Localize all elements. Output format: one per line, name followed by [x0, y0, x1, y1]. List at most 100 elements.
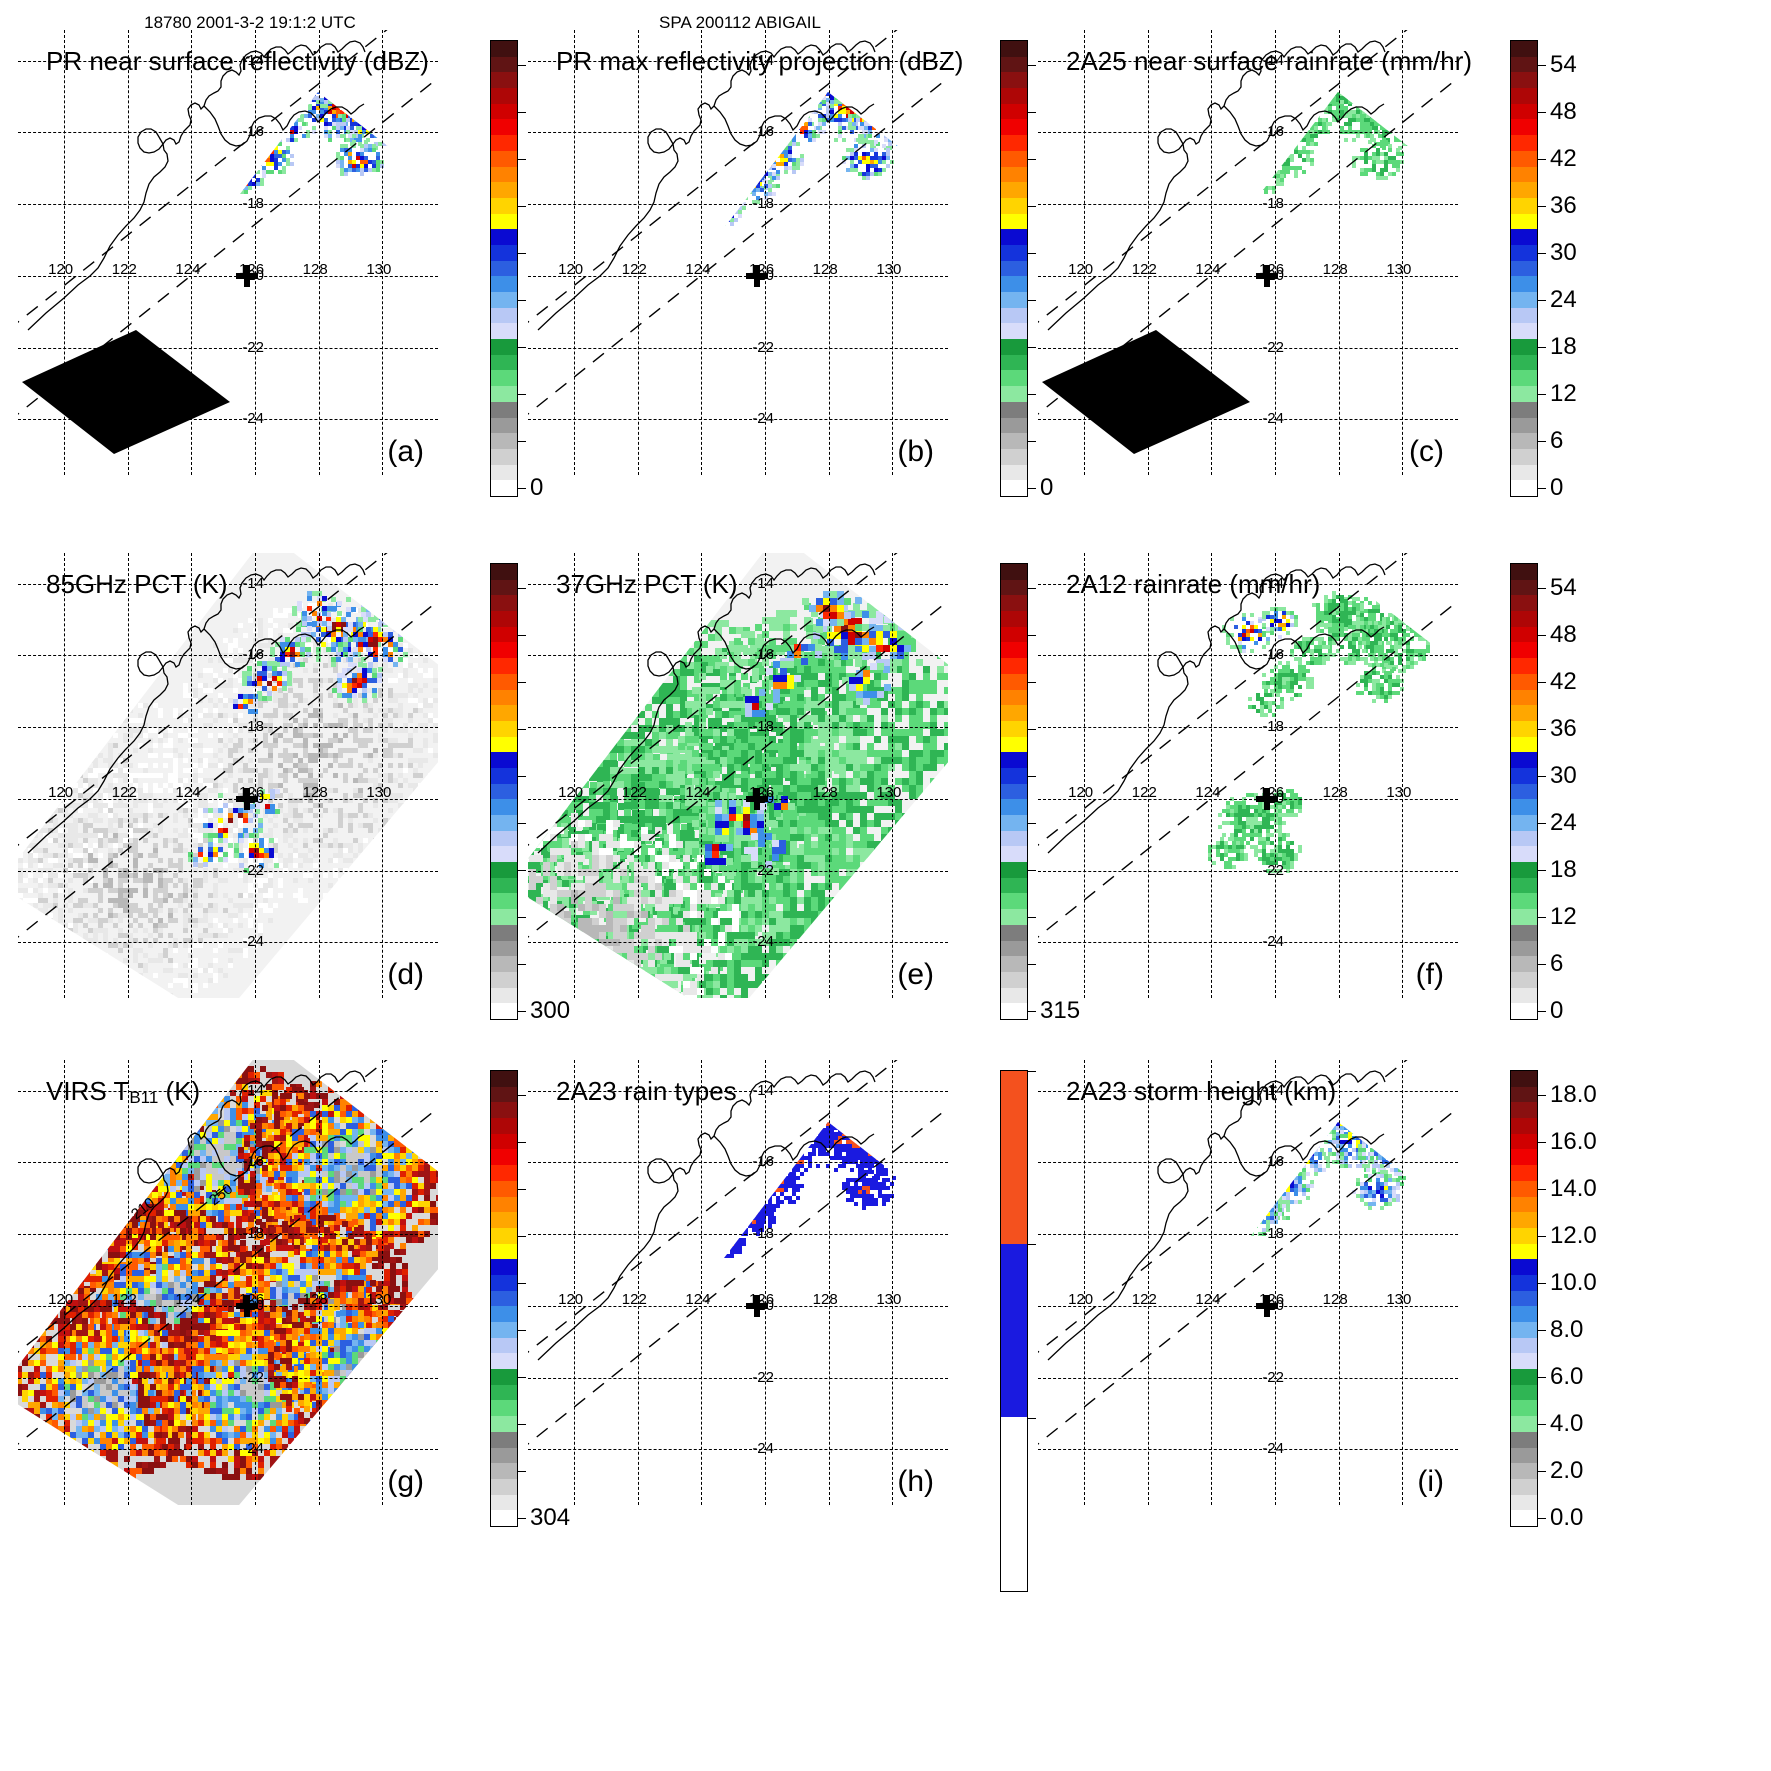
colorbar-cell [1511, 877, 1537, 894]
map-g: 210 250 120 122 124 126 128 130 -14 -16 -18 -20 -22-… [18, 1060, 438, 1505]
storm-track-a [18, 30, 438, 415]
colorbar-tick [1027, 394, 1036, 396]
colorbar-cell [1001, 370, 1027, 387]
colorbar-tick [517, 1471, 526, 1473]
colorbar-cell [1511, 1196, 1537, 1213]
colorbar-cell [1511, 135, 1537, 151]
lon-label: 130 [1386, 261, 1412, 279]
colorbar-cell [1001, 339, 1027, 355]
colorbar-cell [1511, 1447, 1537, 1464]
data-layer-a [22, 92, 411, 454]
colorbar-cell [1001, 924, 1027, 941]
lon-label: 130 [876, 1291, 902, 1309]
colorbar-cell [1001, 292, 1027, 308]
colorbar-tick [1027, 917, 1036, 919]
colorbar-tick-label: 0 [1550, 474, 1564, 502]
colorbar-tick [1537, 964, 1546, 966]
colorbar-tick-label: 0 [530, 474, 544, 502]
colorbar-cell [491, 480, 517, 496]
storm-center-marker [1256, 787, 1279, 810]
panel-letter-i: (i) [1417, 1465, 1444, 1498]
lat-label: -14 [1262, 574, 1284, 592]
colorbar-h[interactable]: ConvStratN/A [1000, 1057, 1096, 1592]
colorbar-tick-label: 6 [1550, 950, 1564, 978]
colorbar-cell [1001, 401, 1027, 418]
colorbar-tick [1537, 822, 1546, 824]
data-layer-b [706, 92, 921, 226]
colorbar-cell [1001, 182, 1027, 198]
colorbar-cell [1511, 1071, 1537, 1087]
colorbar-tick-label: 18 [1550, 855, 1577, 883]
colorbar-cell [1511, 1102, 1537, 1119]
colorbar-tick-label: 6.0 [1550, 1362, 1584, 1390]
colorbar-tick-label: 14.0 [1550, 1174, 1597, 1202]
colorbar-tick-label: 36 [1550, 191, 1577, 219]
colorbar-cell [491, 1259, 517, 1275]
colorbar-cell [491, 229, 517, 245]
lat-label: -18 [242, 195, 264, 213]
lat-label: -14 [1262, 51, 1284, 69]
map-d: 120 122 124 126 128 130 -14 -16 -18 -20 -22 -24 [18, 553, 438, 998]
colorbar-tick-label: 18 [1550, 332, 1577, 360]
lat-label: -14 [242, 51, 264, 69]
colorbar-g[interactable]: 196208220232244256268280292304 [490, 1070, 570, 1531]
colorbar-cell [1511, 182, 1537, 198]
colorbar-cell [1511, 642, 1537, 659]
colorbar-c[interactable]: 54 48 42 36 30 24 18 12 6 0 [1510, 40, 1577, 501]
panel-letter-a: (a) [387, 435, 424, 468]
colorbar-tick-label: 0.0 [1550, 1504, 1584, 1532]
colorbar-tick [1027, 1244, 1036, 1246]
colorbar-e[interactable]: 234243252261270279288297306315 [1000, 563, 1080, 1024]
colorbar-tick-label: 0 [1550, 997, 1564, 1025]
colorbar-cell [1511, 1149, 1537, 1166]
colorbar-cell [1511, 1400, 1537, 1417]
colorbar-cell [491, 1494, 517, 1511]
colorbar-tick [1027, 775, 1036, 777]
coastline-b [537, 40, 876, 331]
colorbar-cell [1511, 1510, 1537, 1526]
colorbar-cell [491, 370, 517, 387]
storm-center-marker [1256, 264, 1279, 287]
storm-center-marker [746, 1294, 769, 1317]
lat-label: -22 [242, 338, 264, 356]
colorbar-tick [1537, 158, 1546, 160]
colorbar-cell [1511, 213, 1537, 230]
colorbar-tick [1027, 205, 1036, 207]
colorbar-cell [491, 354, 517, 371]
colorbar-tick [1027, 346, 1036, 348]
colorbar-cell [1511, 150, 1537, 167]
lat-label: -22 [752, 861, 774, 879]
colorbar-i[interactable]: 18.0 16.0 14.0 12.0 10.0 8.0 6.0 4.0 2.0 0.0 [1510, 1070, 1597, 1531]
colorbar-tick [1537, 1141, 1546, 1143]
colorbar-tick [1027, 1011, 1036, 1013]
colorbar-cell [1001, 56, 1027, 73]
colorbar-cell [1511, 119, 1537, 136]
lon-label: 120 [1068, 1291, 1094, 1309]
panel-title-b: PR max reflectivity projection (dBZ) [556, 46, 964, 76]
lon-label: 128 [812, 261, 838, 279]
colorbar-tick [1537, 1376, 1546, 1378]
storm-center-marker [236, 264, 259, 287]
lat-label: -16 [1262, 646, 1284, 664]
colorbar-cell [1511, 1274, 1537, 1291]
lon-label: 122 [1131, 261, 1157, 279]
colorbar-cell [491, 166, 517, 183]
colorbar-segment [1001, 1417, 1027, 1591]
colorbar-tick [517, 158, 526, 160]
colorbar-cell [491, 987, 517, 1004]
colorbar-tick-label: 300 [530, 997, 571, 1025]
colorbar-cell [1511, 56, 1537, 73]
panel-title-i: 2A23 storm height (km) [1066, 1076, 1337, 1106]
colorbar-f[interactable]: 54 48 42 36 30 24 18 12 6 0 [1510, 563, 1577, 1024]
colorbar-cell [1511, 464, 1537, 481]
data-layer-h [702, 1122, 921, 1258]
colorbar-cell [491, 464, 517, 481]
colorbar-d[interactable]: 111132153174195216237258279300 [490, 563, 570, 1024]
colorbar-cell [1511, 354, 1537, 371]
colorbar-tick [1537, 441, 1546, 443]
colorbar-tick-label: 54 [1550, 573, 1577, 601]
colorbar-tick-label: 18.0 [1550, 1080, 1597, 1108]
panel-a: 120 122 124 126 128 130 -14 -16 -18 -20 -22 -24 PR n… [18, 30, 438, 475]
